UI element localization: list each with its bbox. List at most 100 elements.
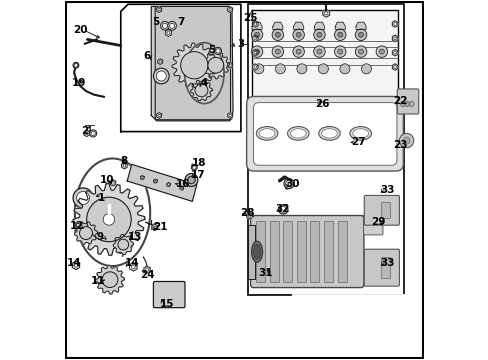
Circle shape — [254, 32, 259, 37]
Polygon shape — [153, 179, 157, 183]
Circle shape — [158, 9, 160, 11]
Ellipse shape — [259, 129, 274, 138]
Circle shape — [191, 165, 197, 170]
Ellipse shape — [256, 127, 277, 140]
Circle shape — [154, 180, 156, 182]
Circle shape — [355, 29, 366, 41]
Bar — [269, 221, 278, 282]
Text: 33: 33 — [379, 185, 394, 195]
Circle shape — [316, 49, 321, 54]
Circle shape — [339, 64, 349, 74]
Circle shape — [167, 22, 176, 30]
FancyBboxPatch shape — [250, 216, 363, 288]
Bar — [283, 221, 292, 282]
Polygon shape — [180, 186, 183, 190]
Circle shape — [278, 205, 287, 214]
Circle shape — [251, 29, 262, 41]
Circle shape — [334, 29, 346, 41]
Polygon shape — [152, 224, 157, 230]
Polygon shape — [113, 234, 133, 255]
Circle shape — [284, 179, 293, 189]
Text: 27: 27 — [350, 138, 365, 147]
Polygon shape — [227, 62, 232, 68]
Circle shape — [393, 51, 396, 54]
Circle shape — [292, 29, 304, 41]
FancyBboxPatch shape — [363, 215, 382, 235]
Text: 14: 14 — [67, 258, 81, 268]
Circle shape — [334, 46, 346, 57]
Circle shape — [313, 29, 325, 41]
Circle shape — [74, 63, 78, 67]
Circle shape — [318, 64, 328, 74]
Polygon shape — [172, 43, 216, 87]
Circle shape — [94, 205, 123, 234]
Bar — [337, 221, 346, 282]
Circle shape — [248, 215, 250, 217]
FancyBboxPatch shape — [396, 89, 418, 114]
Text: 33: 33 — [379, 258, 394, 268]
Circle shape — [160, 22, 169, 30]
Polygon shape — [151, 6, 233, 121]
FancyBboxPatch shape — [364, 195, 399, 225]
Bar — [380, 257, 389, 278]
Circle shape — [195, 84, 207, 97]
Circle shape — [193, 166, 195, 168]
Bar — [324, 221, 332, 282]
Circle shape — [254, 49, 259, 54]
Circle shape — [141, 177, 143, 179]
Polygon shape — [252, 49, 258, 56]
Polygon shape — [252, 21, 258, 27]
Polygon shape — [251, 22, 262, 30]
Circle shape — [337, 32, 342, 37]
Polygon shape — [293, 22, 303, 30]
FancyBboxPatch shape — [153, 282, 184, 308]
Circle shape — [89, 130, 97, 137]
Circle shape — [167, 32, 169, 35]
Text: 31: 31 — [258, 268, 272, 278]
Text: 7: 7 — [177, 17, 184, 27]
Circle shape — [91, 131, 95, 135]
Circle shape — [86, 197, 131, 242]
Circle shape — [251, 46, 262, 57]
Circle shape — [214, 47, 221, 54]
Text: 5: 5 — [208, 45, 215, 55]
Circle shape — [73, 62, 79, 68]
Ellipse shape — [251, 241, 262, 262]
Bar — [252, 101, 397, 135]
Bar — [380, 202, 389, 219]
Circle shape — [379, 49, 384, 54]
Text: 8: 8 — [120, 156, 127, 166]
Circle shape — [399, 134, 413, 148]
Circle shape — [111, 181, 114, 184]
Ellipse shape — [349, 127, 371, 140]
Circle shape — [153, 68, 169, 84]
Polygon shape — [74, 222, 97, 244]
Circle shape — [228, 9, 231, 11]
Circle shape — [393, 37, 396, 40]
Polygon shape — [391, 64, 397, 70]
Circle shape — [253, 37, 256, 40]
Polygon shape — [227, 7, 232, 13]
Circle shape — [358, 49, 363, 54]
Bar — [252, 10, 397, 101]
Circle shape — [253, 51, 256, 54]
Circle shape — [393, 23, 396, 25]
Polygon shape — [202, 51, 229, 79]
Text: 12: 12 — [69, 221, 84, 231]
Circle shape — [159, 60, 161, 63]
Polygon shape — [391, 21, 397, 27]
Circle shape — [103, 214, 115, 225]
Circle shape — [375, 46, 387, 57]
Text: 13: 13 — [128, 232, 142, 242]
Ellipse shape — [318, 127, 340, 140]
Polygon shape — [156, 7, 162, 13]
Polygon shape — [252, 64, 258, 70]
Circle shape — [361, 64, 371, 74]
Bar — [255, 221, 264, 282]
Text: 26: 26 — [315, 99, 329, 109]
Text: 16: 16 — [175, 179, 190, 189]
Text: 19: 19 — [71, 78, 86, 88]
Polygon shape — [272, 22, 282, 30]
Polygon shape — [166, 183, 170, 187]
Circle shape — [184, 174, 198, 186]
